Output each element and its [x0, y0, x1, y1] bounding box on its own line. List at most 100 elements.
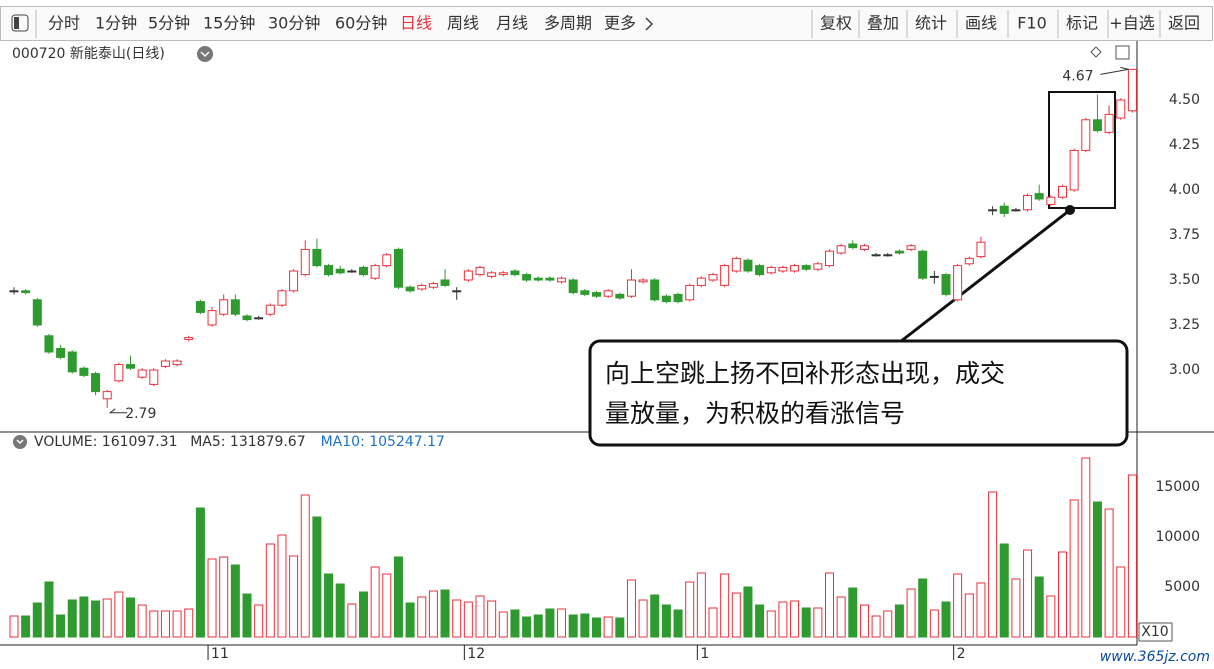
period-tab[interactable]: 分时 [48, 14, 80, 33]
y-tick-label: 15000 [1155, 479, 1200, 495]
y-tick-label: 4.50 [1169, 92, 1200, 108]
volume-bar [277, 534, 287, 638]
period-tab[interactable]: 60分钟 [335, 14, 387, 33]
volume-bar [626, 579, 636, 638]
volume-bar [440, 589, 450, 638]
candle-body [102, 391, 112, 400]
y-tick-label: 4.25 [1169, 137, 1200, 153]
volume-bar [67, 599, 77, 638]
volume-bar [755, 604, 765, 638]
volume-bar [1081, 457, 1091, 638]
tool-button[interactable]: +自选 [1109, 14, 1154, 33]
volume-bar [836, 596, 846, 638]
volume-bar [219, 556, 229, 638]
volume-bar [801, 607, 811, 638]
tool-button[interactable]: 复权 [820, 14, 852, 33]
candle-body [603, 290, 613, 297]
volume-header: VOLUME: 161097.31 [34, 434, 178, 450]
candle-body [254, 317, 264, 320]
box-icon[interactable] [1115, 45, 1130, 60]
callout-box [588, 339, 1129, 447]
volume-bar [999, 543, 1009, 638]
candle-body [883, 254, 893, 257]
volume-bar [1023, 549, 1033, 638]
tool-button[interactable]: 叠加 [867, 14, 899, 33]
x-tick-label: 12 [467, 646, 485, 662]
candle-body [813, 263, 823, 270]
candle-body [533, 277, 543, 281]
period-tab[interactable]: 15分钟 [203, 14, 255, 33]
tool-button[interactable]: 画线 [965, 14, 997, 33]
zoom-button[interactable] [1138, 622, 1173, 642]
candle-body [21, 290, 31, 294]
period-tab[interactable]: 多周期 [544, 14, 592, 33]
candle-body [510, 270, 520, 276]
candle-body [56, 347, 66, 358]
period-tab[interactable]: 周线 [447, 14, 479, 33]
chart-title: 000720 新能泰山(日线) [12, 46, 165, 62]
low-label: 2.79 [125, 406, 156, 422]
candle-body [825, 250, 834, 267]
period-tab[interactable]: 30分钟 [268, 14, 320, 33]
diamond-icon[interactable] [1090, 46, 1102, 58]
period-tab[interactable]: 日线 [400, 14, 432, 33]
candle-body [1046, 196, 1056, 205]
volume-bar [650, 594, 660, 638]
volume-bar [848, 587, 858, 638]
volume-bar [871, 615, 881, 638]
candle-body [720, 265, 730, 286]
watermark: www.365jz.com [1100, 649, 1210, 665]
panel-icon[interactable] [11, 14, 29, 32]
period-tab[interactable]: 月线 [496, 14, 528, 33]
volume-bar [743, 586, 753, 638]
volume-bar [603, 616, 613, 638]
watermark-bg [1085, 646, 1214, 669]
candle-body [976, 241, 986, 258]
candle-body [650, 279, 660, 301]
candle-body [405, 286, 415, 292]
candle-body [207, 310, 217, 326]
volume-bar [405, 602, 415, 638]
volume-bar [615, 617, 625, 638]
tool-button[interactable]: F10 [1017, 14, 1047, 33]
volume-bar [1034, 576, 1044, 638]
volume-bar [324, 573, 334, 638]
candle-body [685, 284, 695, 301]
candle-body [359, 266, 368, 276]
volume-bar [265, 543, 275, 638]
volume-bar [1046, 595, 1056, 638]
high-label: 4.67 [1062, 68, 1093, 84]
candle-body [498, 272, 508, 276]
tool-button[interactable]: 返回 [1168, 14, 1200, 33]
candle-body [848, 243, 858, 249]
volume-bar [580, 613, 590, 638]
candle-body [545, 277, 555, 281]
volume-bar [918, 578, 928, 638]
volume-bar [1116, 566, 1126, 638]
candle-body [265, 304, 275, 315]
y-tick-label: 3.00 [1169, 362, 1200, 378]
period-tab[interactable]: 5分钟 [148, 14, 190, 33]
period-tab[interactable]: 更多 [604, 14, 636, 33]
callout-text: 向上空跳上扬不回补形态出现，成交 [605, 359, 1005, 388]
volume-bar [160, 610, 170, 638]
y-tick-label: 5000 [1164, 579, 1200, 595]
tool-button[interactable]: 标记 [1066, 14, 1098, 33]
volume-bar [300, 494, 310, 638]
tool-button[interactable]: 统计 [915, 14, 947, 33]
candle-body [638, 279, 648, 283]
title-dropdown[interactable] [197, 46, 213, 62]
volume-bar [766, 610, 776, 638]
candle-body [79, 367, 89, 376]
candle-body [941, 274, 951, 295]
volume-bar [988, 491, 998, 638]
candle-body [452, 290, 462, 293]
high-arrow [1100, 66, 1129, 75]
y-tick-label: 3.75 [1169, 227, 1200, 243]
volume-bar [102, 598, 112, 638]
volume-bar [137, 604, 147, 638]
candle-body [487, 272, 497, 277]
volume-bar [778, 601, 788, 638]
period-tab[interactable]: 1分钟 [95, 14, 137, 33]
